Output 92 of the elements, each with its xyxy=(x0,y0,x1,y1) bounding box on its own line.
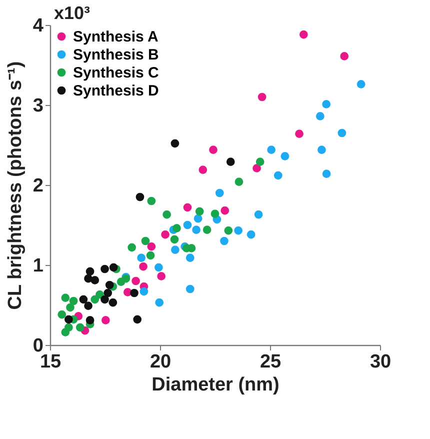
point xyxy=(356,80,366,88)
point xyxy=(64,315,73,324)
point xyxy=(234,178,244,186)
y-tick-label: 1 xyxy=(32,256,44,276)
x-tick-label: 30 xyxy=(370,352,392,372)
point xyxy=(132,276,140,286)
legend-label: Synthesis A xyxy=(73,28,158,46)
point xyxy=(157,272,166,280)
point xyxy=(274,171,282,180)
point xyxy=(66,303,74,312)
y-tick-label: 4 xyxy=(32,16,44,36)
point xyxy=(58,310,66,319)
point xyxy=(101,316,110,324)
point xyxy=(210,210,220,218)
point xyxy=(209,146,218,154)
point xyxy=(109,263,118,272)
point xyxy=(267,146,276,154)
point xyxy=(183,203,192,212)
point xyxy=(194,214,202,223)
point xyxy=(133,315,142,324)
point xyxy=(252,164,261,172)
point xyxy=(170,246,180,254)
point xyxy=(146,251,155,260)
point xyxy=(170,139,180,148)
point xyxy=(140,287,148,296)
point xyxy=(104,288,112,298)
point xyxy=(220,206,230,215)
point xyxy=(128,243,136,252)
point xyxy=(202,226,212,234)
point xyxy=(147,196,156,206)
point xyxy=(256,158,264,166)
point xyxy=(155,298,164,307)
point xyxy=(76,323,84,332)
x-axis-title: Diameter (nm) xyxy=(152,374,280,396)
point xyxy=(86,316,94,324)
y-tick-label: 2 xyxy=(32,176,44,196)
point xyxy=(141,236,150,246)
point xyxy=(220,236,228,246)
point xyxy=(198,166,208,174)
point xyxy=(90,295,100,304)
point xyxy=(295,130,304,138)
y-axis-title: CL brightness (photons s⁻¹) xyxy=(4,61,26,310)
point xyxy=(90,276,100,284)
legend-label: Synthesis C xyxy=(73,64,160,82)
point xyxy=(137,254,146,262)
point xyxy=(316,112,324,120)
x-tick-label: 25 xyxy=(260,352,282,372)
point xyxy=(299,30,308,39)
point xyxy=(116,278,126,286)
y-tick-label: 3 xyxy=(32,96,44,116)
point xyxy=(130,288,138,298)
point xyxy=(186,254,194,262)
point xyxy=(136,192,144,202)
point xyxy=(139,262,148,271)
point xyxy=(234,226,243,235)
point xyxy=(100,264,109,274)
x-tick-label: 20 xyxy=(150,352,172,372)
point xyxy=(318,146,326,154)
point xyxy=(280,152,290,160)
point xyxy=(224,226,233,235)
point xyxy=(86,267,94,276)
point xyxy=(338,128,346,138)
point xyxy=(147,242,156,251)
point xyxy=(258,92,266,102)
point xyxy=(154,263,163,272)
point xyxy=(108,298,118,307)
point xyxy=(340,52,349,60)
point xyxy=(69,296,78,306)
point xyxy=(246,230,256,239)
point xyxy=(195,207,204,216)
point xyxy=(105,280,114,290)
point xyxy=(186,284,194,294)
point xyxy=(84,274,92,283)
point xyxy=(170,235,179,244)
point xyxy=(183,220,192,230)
point xyxy=(172,224,181,232)
point xyxy=(100,295,109,304)
text: x10³ xyxy=(54,3,90,23)
legend-label: Synthesis D xyxy=(73,82,160,100)
point xyxy=(322,170,331,178)
point xyxy=(192,226,200,234)
point xyxy=(215,188,224,198)
point xyxy=(254,210,263,219)
point xyxy=(61,328,70,336)
point xyxy=(161,230,170,239)
point xyxy=(84,302,92,310)
point xyxy=(79,295,88,304)
point xyxy=(162,210,172,219)
legend-label: Synthesis B xyxy=(73,46,160,64)
point xyxy=(226,158,235,166)
point xyxy=(61,294,70,302)
point xyxy=(322,100,331,108)
